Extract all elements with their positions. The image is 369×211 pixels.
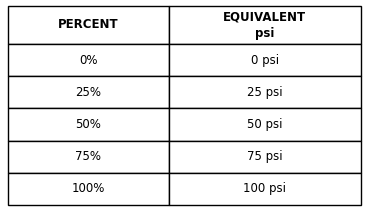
Bar (169, 141, 361, 173)
Text: 0 psi: 0 psi (251, 54, 279, 67)
Text: 50%: 50% (75, 118, 101, 131)
Bar (169, 173, 361, 205)
Text: PERCENT: PERCENT (58, 19, 118, 31)
Text: 75%: 75% (75, 150, 101, 163)
Bar (8, 76, 169, 108)
Bar (8, 108, 169, 141)
Text: 75 psi: 75 psi (247, 150, 283, 163)
Bar (8, 173, 169, 205)
Text: 0%: 0% (79, 54, 97, 67)
Bar (169, 44, 361, 76)
Text: 25%: 25% (75, 86, 101, 99)
Bar (169, 108, 361, 141)
Bar (169, 76, 361, 108)
Text: EQUIVALENT: EQUIVALENT (223, 10, 306, 23)
Bar (8, 141, 169, 173)
Text: 100 psi: 100 psi (243, 182, 286, 195)
Bar (169, 6, 361, 44)
Text: 25 psi: 25 psi (247, 86, 283, 99)
Bar (8, 6, 169, 44)
Text: 100%: 100% (72, 182, 105, 195)
Text: 50 psi: 50 psi (247, 118, 283, 131)
Text: psi: psi (255, 27, 275, 40)
Bar (8, 44, 169, 76)
